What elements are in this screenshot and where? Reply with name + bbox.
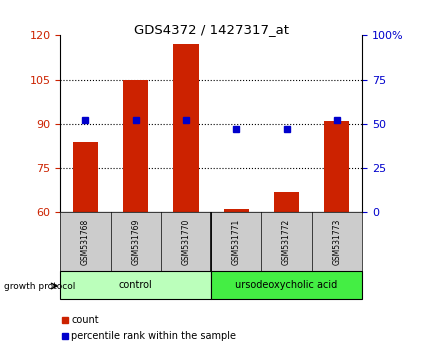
Bar [173,44,198,212]
Text: GDS4372 / 1427317_at: GDS4372 / 1427317_at [133,23,288,36]
Bar [123,80,148,212]
Text: ursodeoxycholic acid: ursodeoxycholic acid [235,280,337,290]
FancyBboxPatch shape [60,271,211,299]
Text: growth protocol: growth protocol [4,281,76,291]
Bar [324,121,349,212]
Bar [223,210,249,212]
Bar [73,142,98,212]
Text: GSM531771: GSM531771 [231,218,240,265]
Text: percentile rank within the sample: percentile rank within the sample [71,331,236,341]
Text: count: count [71,315,98,325]
Text: GSM531768: GSM531768 [81,218,90,265]
Text: GSM531773: GSM531773 [332,218,341,265]
Bar [273,192,298,212]
FancyBboxPatch shape [211,271,361,299]
Text: GSM531772: GSM531772 [282,218,290,265]
Text: GSM531770: GSM531770 [181,218,190,265]
Text: control: control [119,280,152,290]
Text: GSM531769: GSM531769 [131,218,140,265]
